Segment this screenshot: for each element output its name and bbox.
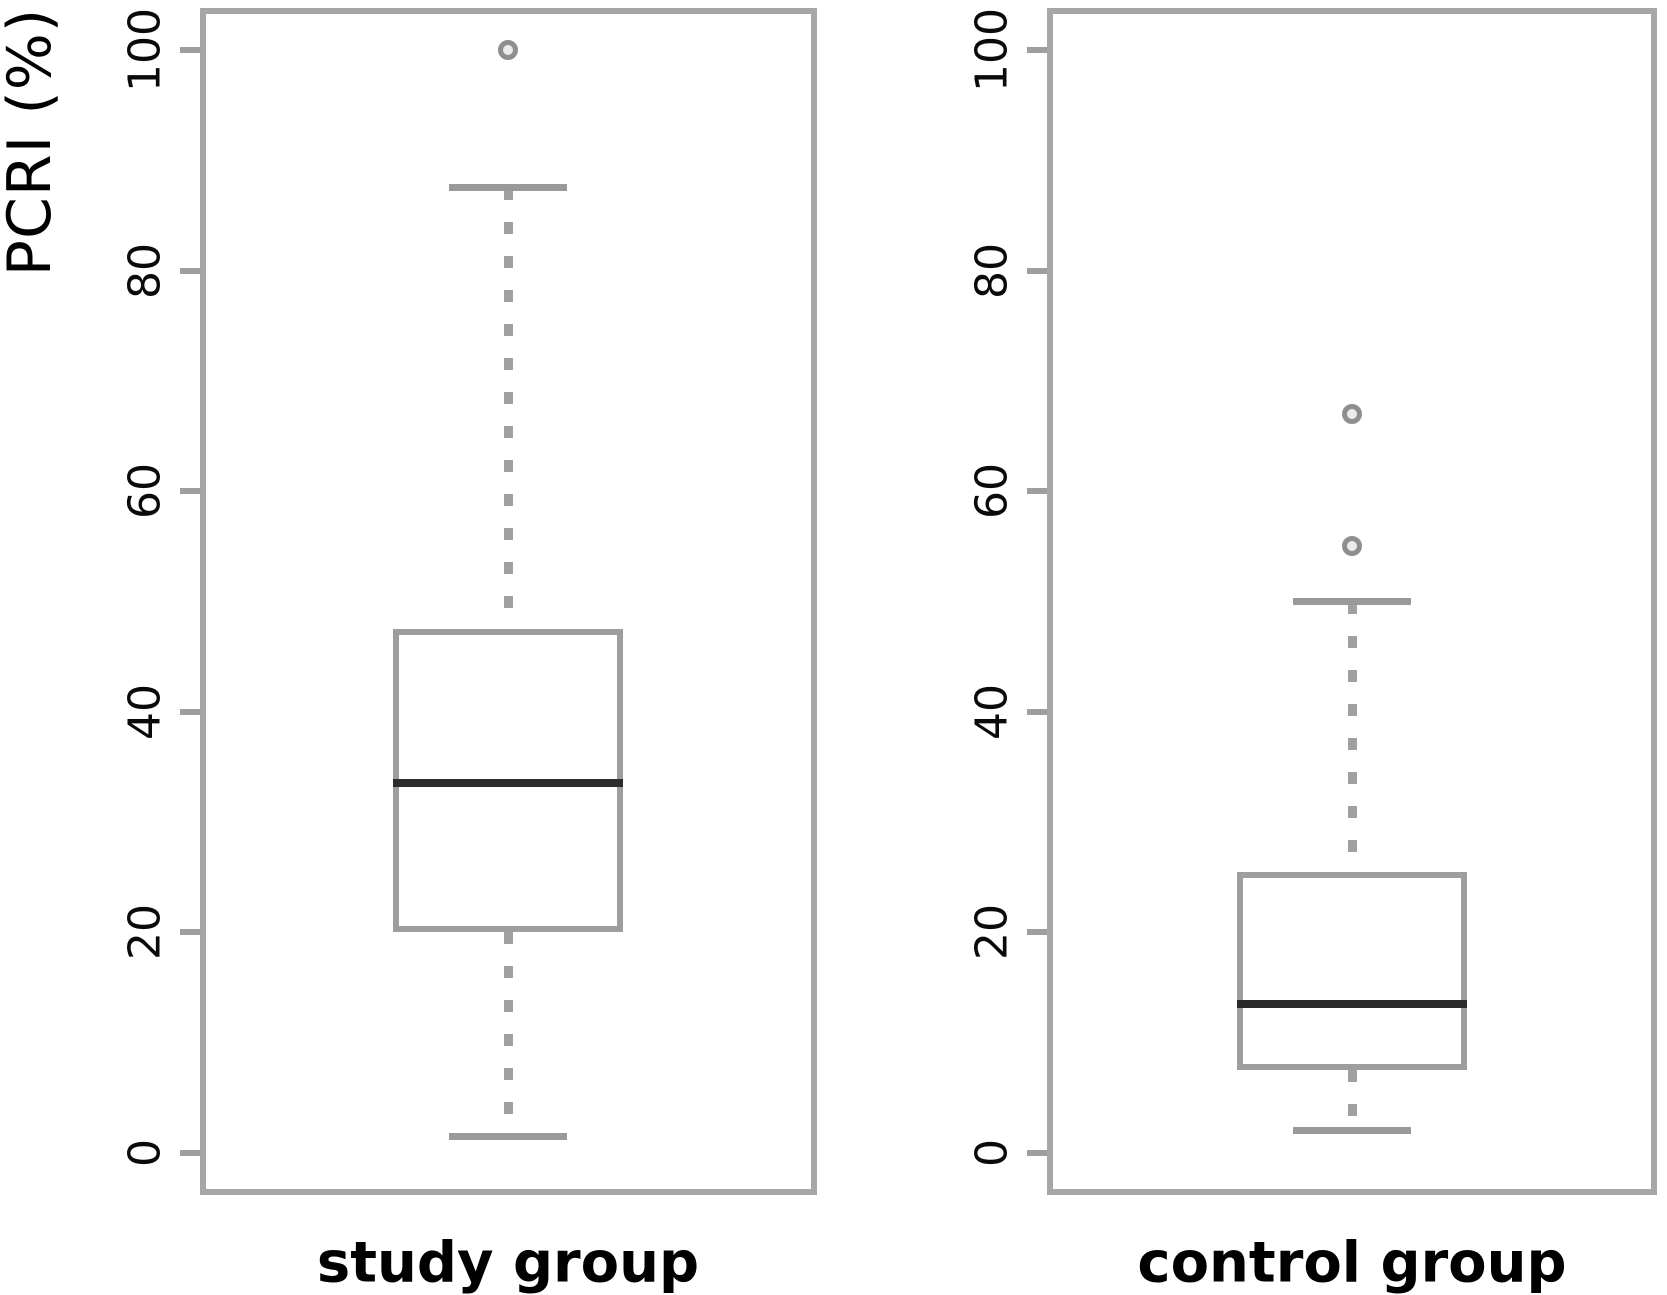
y-tick: [180, 929, 200, 936]
y-tick-label: 60: [119, 463, 171, 520]
y-tick: [180, 488, 200, 495]
outlier-point: [1342, 403, 1362, 424]
y-tick-label: 100: [119, 8, 171, 92]
y-tick-label: 20: [119, 904, 171, 961]
y-axis-label: PCRI (%): [0, 7, 65, 277]
outlier-point: [498, 40, 518, 60]
whisker-cap-lower: [449, 1132, 567, 1140]
y-tick: [1027, 929, 1047, 936]
y-tick: [180, 1150, 200, 1156]
y-tick-label: 80: [966, 242, 1018, 299]
y-tick-label: 40: [119, 683, 171, 740]
whisker-lower: [503, 932, 513, 1137]
y-tick: [1027, 1150, 1047, 1156]
whisker-cap-upper: [449, 184, 567, 192]
x-axis-label-study-group: study group: [316, 1230, 700, 1295]
iqr-box: [1237, 871, 1467, 1071]
y-tick-label: 100: [966, 8, 1018, 92]
y-tick: [180, 267, 200, 274]
whisker-upper: [503, 187, 513, 630]
y-tick: [1027, 488, 1047, 495]
y-tick-label: 0: [119, 1139, 171, 1167]
x-axis-label-control-group: control group: [1137, 1230, 1567, 1295]
plot-panel-control-group: [1047, 8, 1657, 1195]
whisker-cap-lower: [1293, 1127, 1411, 1135]
y-tick-label: 0: [966, 1139, 1018, 1167]
y-tick: [1027, 708, 1047, 715]
median-line: [1237, 1000, 1467, 1009]
outlier-point: [1342, 536, 1362, 557]
whisker-lower: [1347, 1070, 1357, 1131]
y-tick: [180, 708, 200, 715]
plot-panel-study-group: [200, 8, 817, 1195]
whisker-upper: [1347, 601, 1357, 872]
y-tick: [180, 47, 200, 53]
y-tick-label: 60: [966, 463, 1018, 520]
y-tick-label: 20: [966, 904, 1018, 961]
y-tick: [1027, 47, 1047, 53]
y-tick-label: 80: [119, 242, 171, 299]
median-line: [393, 779, 623, 788]
y-tick: [1027, 267, 1047, 274]
y-tick-label: 40: [966, 683, 1018, 740]
whisker-cap-upper: [1293, 598, 1411, 605]
